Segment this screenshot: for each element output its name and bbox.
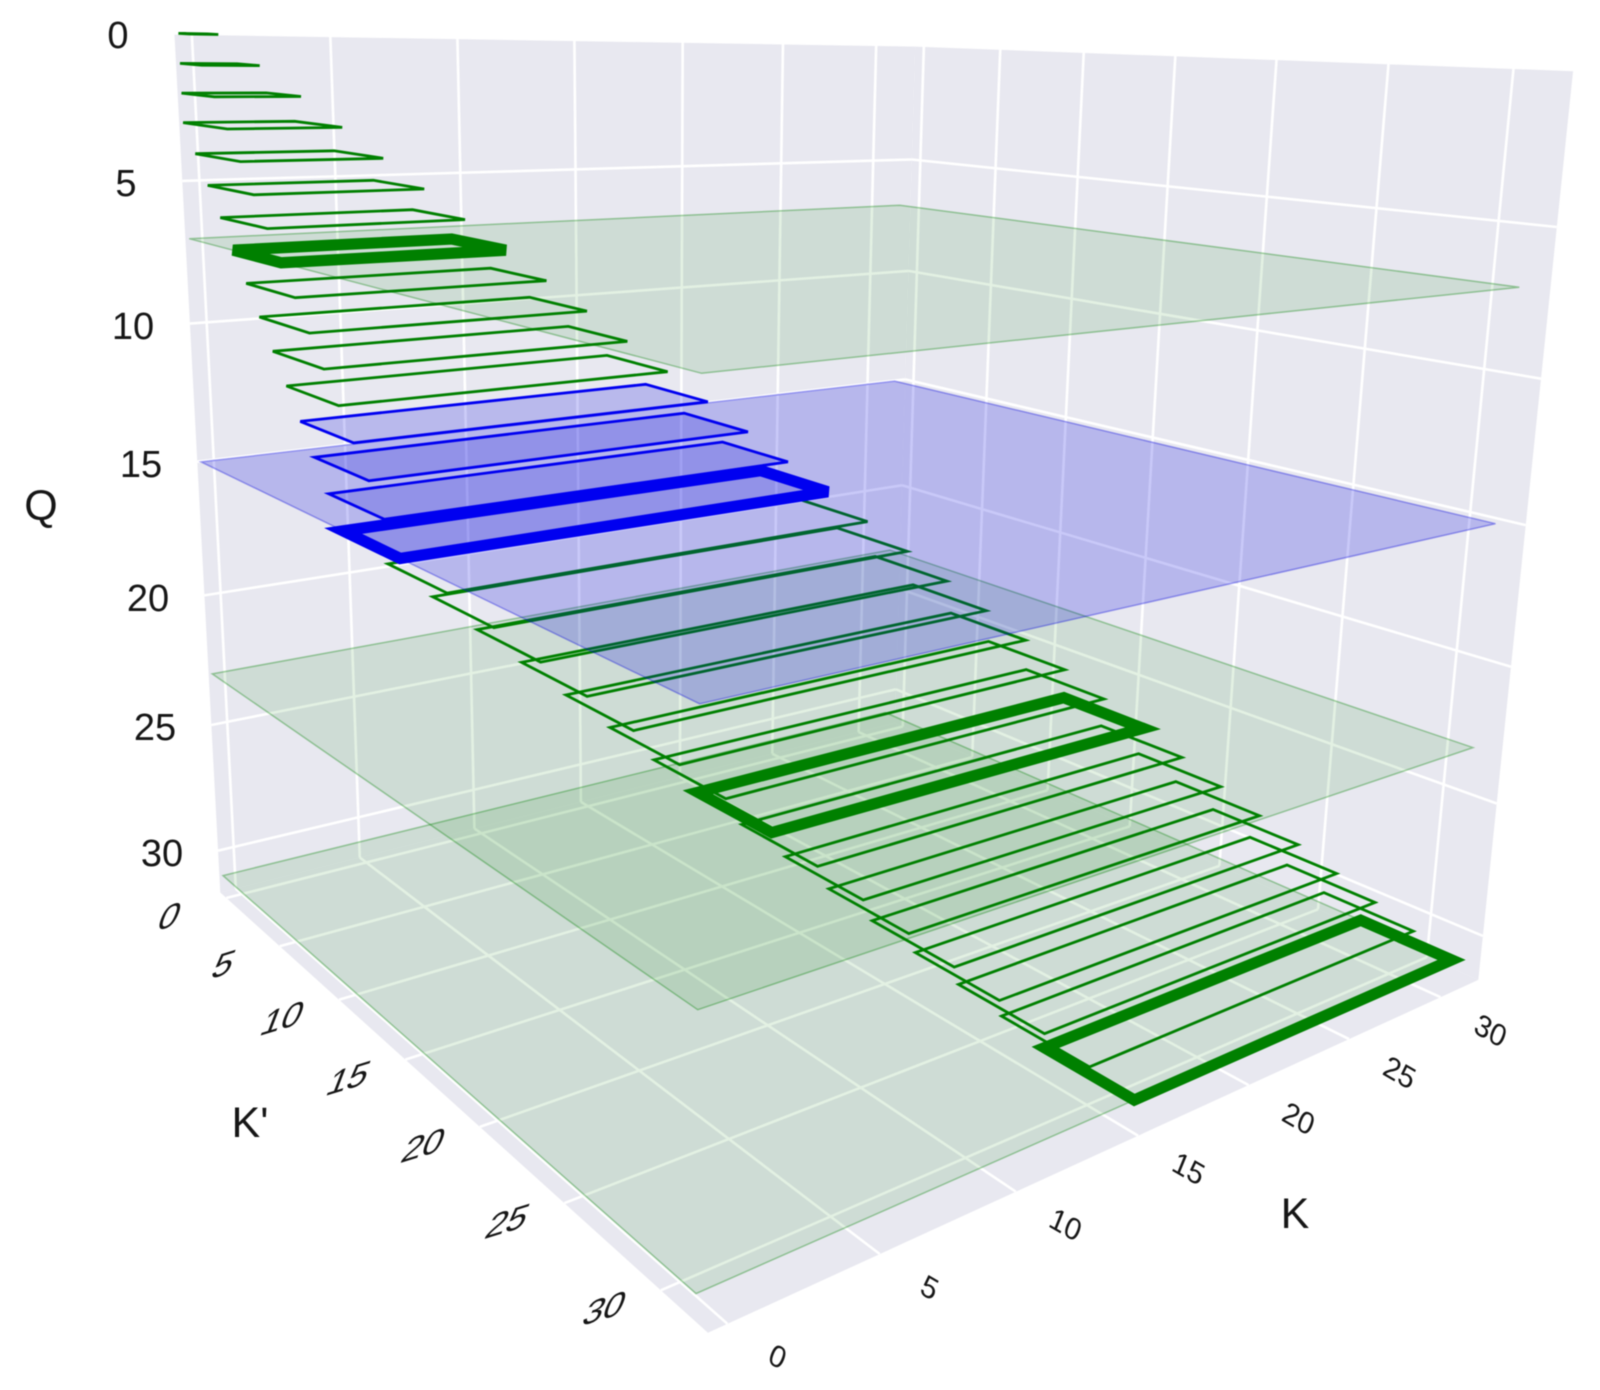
svg-text:Q: Q xyxy=(24,482,57,530)
svg-text:15: 15 xyxy=(120,444,162,486)
svg-text:K': K' xyxy=(232,1099,269,1147)
svg-text:10: 10 xyxy=(112,306,154,348)
svg-text:5: 5 xyxy=(115,163,136,205)
svg-text:K: K xyxy=(1281,1190,1310,1238)
svg-text:25: 25 xyxy=(134,707,176,749)
svg-text:30: 30 xyxy=(141,833,183,875)
svg-text:0: 0 xyxy=(107,15,128,57)
svg-text:20: 20 xyxy=(127,578,169,620)
